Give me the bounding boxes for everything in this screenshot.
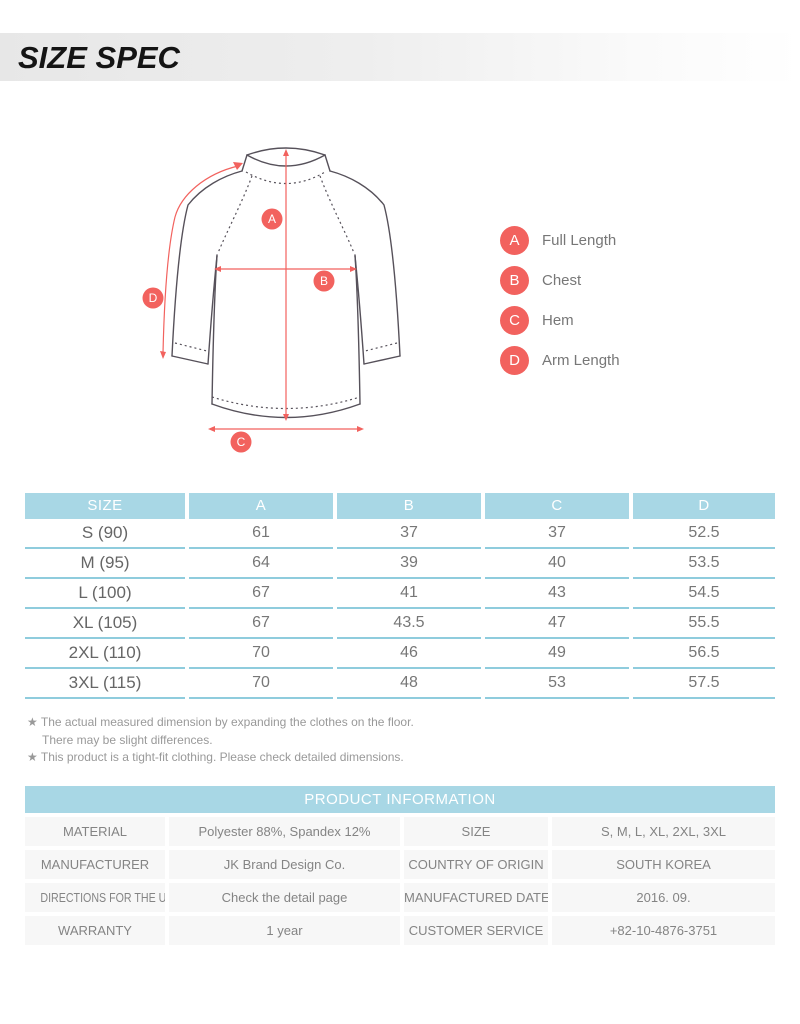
size-table-cell: 57.5 <box>633 669 775 699</box>
measure-arrowheads <box>160 149 364 432</box>
measure-markers: A B C D <box>142 208 335 453</box>
product-info-value: Check the detail page <box>169 883 400 912</box>
product-info-value: 1 year <box>169 916 400 945</box>
size-table-cell: 37 <box>337 519 481 549</box>
size-table-header-d: D <box>633 493 775 519</box>
size-table-cell: 3XL (115) <box>25 669 185 699</box>
size-table-cell: 64 <box>189 549 333 579</box>
product-info-label: MANUFACTURED DATE <box>404 883 548 912</box>
marker-a-letter: A <box>268 212 276 226</box>
product-info-value: 2016. 09. <box>552 883 775 912</box>
size-table-cell: 43 <box>485 579 629 609</box>
legend-badge-d: D <box>500 345 529 375</box>
legend-item-full-length: A Full Length <box>500 220 620 260</box>
product-info-value: JK Brand Design Co. <box>169 850 400 879</box>
legend-label-b: Chest <box>542 271 582 289</box>
size-table-cell: S (90) <box>25 519 185 549</box>
size-table-header-c: C <box>485 493 629 519</box>
marker-d-circle <box>142 287 164 309</box>
size-table-cell: 48 <box>337 669 481 699</box>
size-table-cell: 46 <box>337 639 481 669</box>
size-table-cell: 53 <box>485 669 629 699</box>
note-line: ★ This product is a tight-fit clothing. … <box>27 750 404 764</box>
product-info-label: MANUFACTURER <box>25 850 165 879</box>
product-info-label: SIZE <box>404 817 548 846</box>
product-info-value: S, M, L, XL, 2XL, 3XL <box>552 817 775 846</box>
product-info-label-text: DIRECTIONS FOR THE USE <box>40 890 165 905</box>
size-table-cell: 61 <box>189 519 333 549</box>
page-title: SIZE SPEC <box>18 40 180 75</box>
size-table-cell: 54.5 <box>633 579 775 609</box>
size-table-cell: XL (105) <box>25 609 185 639</box>
size-table-cell: 41 <box>337 579 481 609</box>
legend-label-d: Arm Length <box>542 351 620 369</box>
marker-a-circle <box>261 208 283 230</box>
product-information-header: PRODUCT INFORMATION <box>25 786 775 813</box>
product-info-label: DIRECTIONS FOR THE USE <box>25 883 165 912</box>
product-info-value: SOUTH KOREA <box>552 850 775 879</box>
size-table-cell: 67 <box>189 609 333 639</box>
measure-lines <box>162 154 360 430</box>
size-table-cell: 43.5 <box>337 609 481 639</box>
marker-b-circle <box>313 270 335 292</box>
measurement-notes: ★ The actual measured dimension by expan… <box>27 714 414 767</box>
size-table-cell: 52.5 <box>633 519 775 549</box>
size-table-cell: 49 <box>485 639 629 669</box>
legend-label-c: Hem <box>542 311 574 329</box>
size-table-cell: M (95) <box>25 549 185 579</box>
title-band: SIZE SPEC <box>0 33 800 81</box>
product-info-label: COUNTRY OF ORIGIN <box>404 850 548 879</box>
marker-c-circle <box>230 431 252 453</box>
size-table-cell: 40 <box>485 549 629 579</box>
size-table-cell: 2XL (110) <box>25 639 185 669</box>
size-table-header-b: B <box>337 493 481 519</box>
product-info-label: CUSTOMER SERVICE <box>404 916 548 945</box>
size-table: SIZE A B C D S (90) 61 37 37 52.5 M (95)… <box>25 493 775 699</box>
size-table-header-size: SIZE <box>25 493 185 519</box>
size-table-cell: 70 <box>189 669 333 699</box>
marker-d-letter: D <box>149 291 158 305</box>
size-table-cell: 47 <box>485 609 629 639</box>
legend-badge-b: B <box>500 265 529 295</box>
size-table-cell: 67 <box>189 579 333 609</box>
legend-label-a: Full Length <box>542 231 617 249</box>
product-information-table: MATERIAL Polyester 88%, Spandex 12% SIZE… <box>25 817 775 945</box>
size-table-cell: 70 <box>189 639 333 669</box>
note-line: There may be slight differences. <box>42 732 213 747</box>
size-table-header-a: A <box>189 493 333 519</box>
product-info-value: +82-10-4876-3751 <box>552 916 775 945</box>
shirt-measurement-diagram: A B C D <box>142 147 401 453</box>
size-table-cell: 56.5 <box>633 639 775 669</box>
size-table-cell: L (100) <box>25 579 185 609</box>
legend-item-hem: C Hem <box>500 300 620 340</box>
size-table-cell: 37 <box>485 519 629 549</box>
product-info-label: MATERIAL <box>25 817 165 846</box>
legend-item-chest: B Chest <box>500 260 620 300</box>
marker-b-letter: B <box>320 274 328 288</box>
note-line: ★ The actual measured dimension by expan… <box>27 715 414 729</box>
legend-badge-a: A <box>500 225 529 255</box>
product-info-label: WARRANTY <box>25 916 165 945</box>
product-info-value: Polyester 88%, Spandex 12% <box>169 817 400 846</box>
measurement-legend: A Full Length B Chest C Hem D Arm Length <box>500 220 620 380</box>
legend-badge-c: C <box>500 305 529 335</box>
size-table-cell: 55.5 <box>633 609 775 639</box>
size-table-cell: 39 <box>337 549 481 579</box>
size-table-cell: 53.5 <box>633 549 775 579</box>
legend-item-arm-length: D Arm Length <box>500 340 620 380</box>
marker-c-letter: C <box>237 435 246 449</box>
